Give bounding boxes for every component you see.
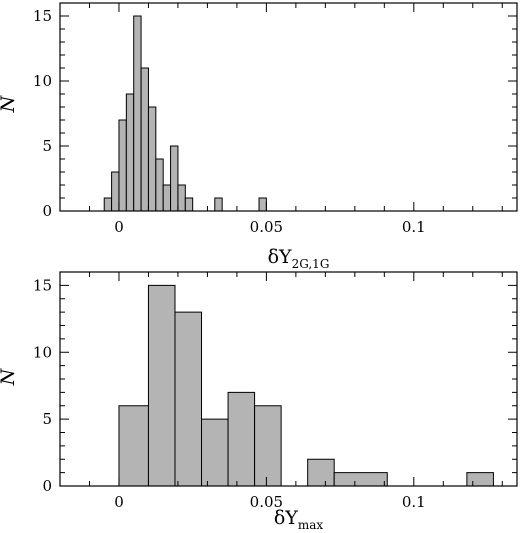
x-tick-label: 0 (114, 493, 124, 511)
histogram-bar (227, 391, 256, 487)
histogram-bar (466, 472, 494, 487)
x-tick-label: 0.1 (402, 218, 426, 236)
x-tick-label: 0 (114, 218, 124, 236)
y-axis-label: N (0, 367, 19, 386)
x-tick-label: 0.05 (250, 493, 283, 511)
x-axis-label-subscript: max (298, 518, 324, 532)
y-tick-label: 5 (42, 410, 52, 428)
histogram-bar (177, 184, 186, 212)
histogram-bar (125, 93, 135, 212)
histogram-bar (147, 284, 176, 487)
histogram-bar (103, 197, 113, 212)
histogram-bar (170, 145, 179, 212)
histogram-bar (162, 184, 172, 212)
histogram-bar (184, 197, 194, 212)
y-tick-label: 0 (42, 202, 52, 220)
histogram-bar (133, 15, 142, 212)
x-tick-label: 0.05 (250, 218, 283, 236)
y-tick-label: 15 (33, 7, 52, 25)
x-axis-label-main: δY (268, 246, 292, 268)
histogram-bar (147, 106, 157, 212)
bottom-histogram-panel: 0 0.05 0.1 0 5 10 15 NδYmax (0, 271, 518, 532)
histogram-bar (201, 418, 229, 487)
histogram-bar (254, 405, 282, 487)
histogram-bar (140, 67, 149, 212)
histogram-bar (174, 311, 203, 487)
y-tick-label: 0 (42, 477, 52, 495)
histogram-bar (258, 197, 267, 212)
x-axis-label-main: δY (274, 507, 298, 529)
histogram-bar (333, 472, 388, 487)
histogram-bar (118, 405, 149, 487)
x-axis-label: δY2G,1G (268, 246, 330, 271)
histogram-bar (155, 158, 164, 212)
x-axis-label: δYmax (274, 507, 324, 532)
y-tick-label: 10 (33, 72, 52, 90)
top-histogram-panel: 0 0.05 0.1 0 5 10 15 NδY2G,1G (0, 2, 518, 271)
histogram-bar (111, 171, 120, 212)
x-tick-label: 0.1 (402, 493, 426, 511)
y-tick-label: 10 (33, 343, 52, 361)
histogram-bar (214, 197, 223, 212)
histogram-bar (307, 458, 335, 487)
y-axis-label: N (0, 94, 19, 113)
y-tick-label: 5 (42, 137, 52, 155)
y-tick-label: 15 (33, 276, 52, 294)
histogram-bar (118, 119, 127, 212)
x-axis-label-subscript: 2G,1G (292, 257, 330, 271)
